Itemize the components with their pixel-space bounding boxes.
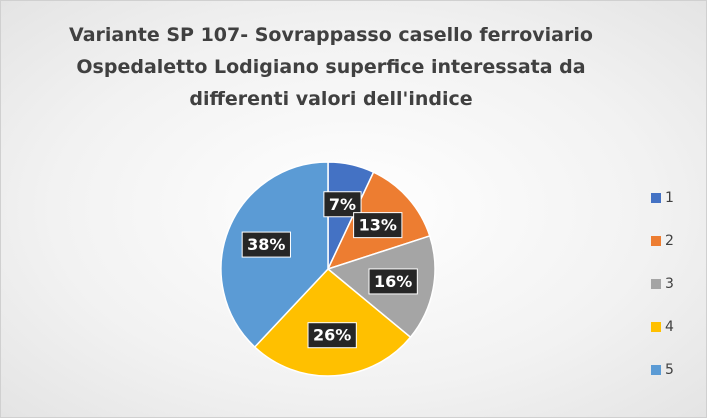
- data-label: 13%: [353, 212, 403, 239]
- legend-label: 4: [665, 319, 674, 335]
- label-box: [353, 212, 403, 239]
- data-label: 16%: [368, 268, 418, 295]
- label-text: 38%: [247, 235, 285, 254]
- label-box: [241, 231, 291, 258]
- data-label: 38%: [241, 231, 291, 258]
- chart-title: Variante SP 107- Sovrappasso casello fer…: [69, 24, 593, 110]
- label-text: 26%: [313, 326, 351, 345]
- legend-swatch: [651, 322, 661, 332]
- legend-swatch: [651, 236, 661, 246]
- legend-label: 1: [665, 190, 674, 206]
- legend-swatch: [651, 365, 661, 375]
- legend-swatch: [651, 279, 661, 289]
- legend-swatch: [651, 193, 661, 203]
- data-label: 26%: [307, 322, 357, 349]
- label-text: 13%: [359, 216, 397, 235]
- label-text: 7%: [329, 195, 356, 214]
- label-box: [307, 322, 357, 349]
- legend-label: 3: [665, 276, 674, 292]
- label-box: [368, 268, 418, 295]
- label-text: 16%: [374, 272, 412, 291]
- legend-label: 2: [665, 233, 674, 249]
- legend-label: 5: [665, 362, 674, 378]
